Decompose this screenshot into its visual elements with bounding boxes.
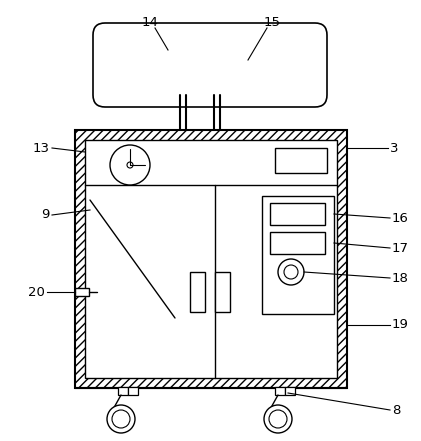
Circle shape: [269, 410, 287, 428]
Bar: [270, 232, 325, 254]
Bar: [270, 203, 325, 225]
Circle shape: [110, 145, 150, 185]
Text: 17: 17: [392, 242, 409, 254]
Bar: [190, 272, 205, 312]
Circle shape: [264, 405, 292, 433]
Bar: [75, 130, 347, 388]
Circle shape: [112, 410, 130, 428]
Text: 15: 15: [264, 15, 280, 29]
Bar: [75, 288, 89, 296]
Circle shape: [107, 405, 135, 433]
Bar: [262, 196, 334, 314]
FancyBboxPatch shape: [93, 23, 327, 107]
Circle shape: [127, 162, 133, 168]
Bar: [215, 272, 230, 312]
Circle shape: [284, 265, 298, 279]
Text: 19: 19: [392, 318, 409, 332]
Bar: [285, 387, 295, 395]
Text: 9: 9: [42, 209, 50, 221]
Text: 18: 18: [392, 272, 409, 284]
Bar: [275, 387, 285, 395]
Bar: [275, 148, 327, 173]
Text: 13: 13: [33, 142, 50, 154]
Text: 14: 14: [141, 15, 158, 29]
Text: 8: 8: [392, 404, 400, 416]
Bar: [85, 140, 337, 378]
Text: 3: 3: [390, 142, 399, 154]
Bar: [128, 387, 138, 395]
Bar: [118, 387, 128, 395]
Text: 16: 16: [392, 212, 409, 224]
Text: 20: 20: [28, 285, 45, 299]
Circle shape: [278, 259, 304, 285]
